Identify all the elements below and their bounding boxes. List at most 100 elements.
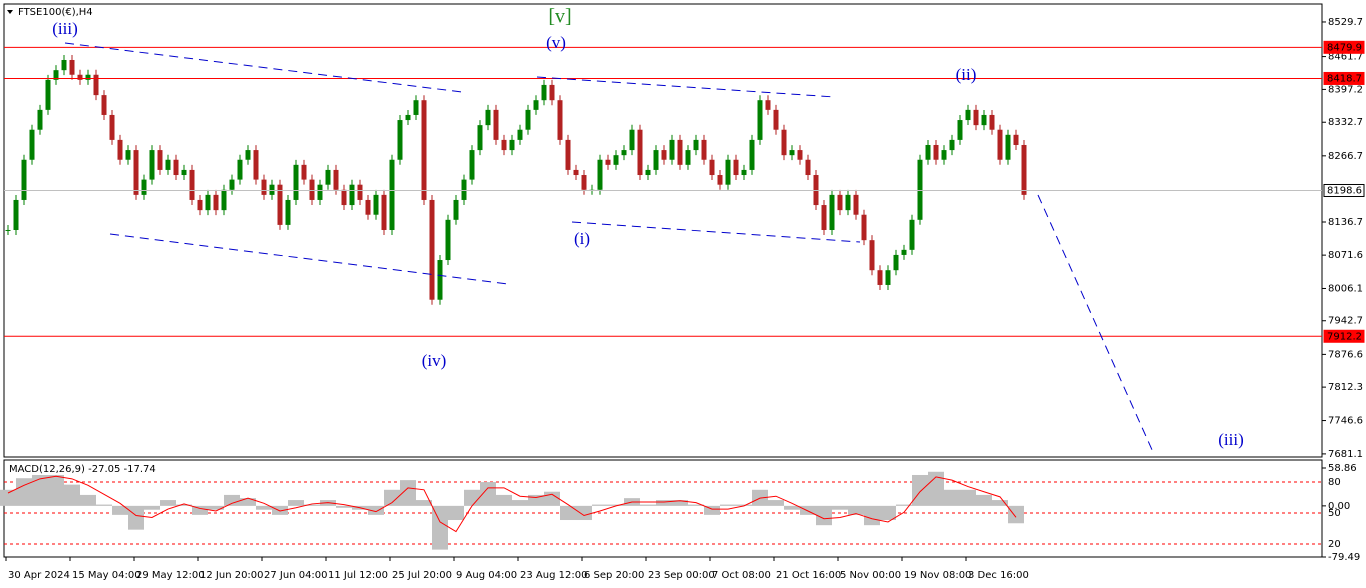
candle: [437, 260, 443, 300]
candle: [669, 139, 675, 160]
y2-tick-label: 80: [1328, 477, 1341, 488]
candle: [493, 109, 499, 140]
macd-bar: [800, 505, 816, 515]
macd-bar: [400, 480, 416, 506]
candle: [469, 150, 475, 180]
macd-bar: [176, 504, 192, 506]
macd-bar: [192, 505, 208, 515]
candle: [893, 254, 899, 271]
candle: [709, 159, 715, 176]
candle: [685, 150, 691, 165]
macd-bar: [896, 504, 912, 506]
candle: [117, 139, 123, 160]
y-tick-label: 8136.7: [1328, 217, 1363, 228]
macd-bar: [976, 494, 992, 506]
candle: [717, 175, 723, 185]
candle: [429, 199, 435, 300]
candle: [277, 184, 283, 225]
candle: [85, 74, 91, 80]
trend-line: [64, 42, 463, 93]
macd-bar: [608, 504, 624, 506]
candle: [373, 194, 379, 215]
level-label: 8479.9: [1327, 42, 1362, 53]
candle: [173, 159, 179, 176]
candle: [533, 100, 539, 110]
macd-bar: [288, 500, 304, 506]
y-tick-label: 7746.6: [1328, 416, 1363, 427]
candle: [677, 139, 683, 165]
candle: [965, 109, 971, 121]
candle: [61, 59, 67, 71]
x-tick-label: 19 Nov 08:00: [904, 570, 971, 581]
candle: [349, 184, 355, 206]
macd-bar: [912, 474, 928, 506]
macd-bar: [416, 500, 432, 506]
trend-line: [1037, 194, 1154, 453]
macd-bar: [240, 498, 256, 506]
candle: [773, 109, 779, 130]
candle: [597, 159, 603, 190]
macd-bar: [560, 505, 576, 521]
candle: [309, 179, 315, 200]
candle: [653, 150, 659, 170]
macd-bar: [576, 505, 592, 521]
candle: [397, 120, 403, 160]
macd-bar: [464, 489, 480, 506]
candle: [293, 164, 299, 200]
macd-bar: [672, 500, 688, 506]
candle: [725, 159, 731, 185]
candle: [109, 114, 115, 140]
candle: [125, 150, 131, 160]
y-tick-label: 8071.6: [1328, 250, 1363, 261]
y2-tick-label: 50: [1328, 508, 1341, 519]
y-tick-label: 58.86: [1328, 463, 1357, 474]
y2-tick-label: 20: [1328, 539, 1341, 550]
candle: [613, 155, 619, 165]
candle: [357, 184, 363, 200]
macd-bar: [384, 489, 400, 506]
x-tick-label: 9 Aug 04:00: [456, 570, 517, 581]
candle: [149, 150, 155, 180]
y-tick-label: 8006.1: [1328, 283, 1363, 294]
macd-bar: [736, 504, 752, 506]
x-tick-label: 27 Jun 04:00: [264, 570, 328, 581]
candle: [453, 199, 459, 220]
candle: [237, 159, 243, 180]
y-tick-label: -79.49: [1328, 552, 1360, 563]
macd-bar: [32, 474, 48, 506]
macd-bar: [336, 505, 352, 508]
wave-label: (i): [574, 229, 590, 248]
candle: [749, 139, 755, 170]
candle: [837, 194, 843, 211]
macd-bar: [160, 500, 176, 506]
macd-bar: [1008, 505, 1024, 524]
y-tick-label: 7681.1: [1328, 449, 1363, 460]
y-tick-label: 8332.7: [1328, 117, 1363, 128]
chart-title: FTSE100(€),H4: [18, 7, 93, 18]
candle: [101, 95, 107, 115]
macd-bar: [768, 500, 784, 506]
wave-label: (iv): [422, 351, 447, 370]
x-tick-label: 15 May 04:00: [72, 570, 141, 581]
macd-bar: [944, 489, 960, 506]
candle: [853, 194, 859, 215]
x-tick-label: 7 Oct 08:00: [712, 570, 771, 581]
candle: [997, 129, 1003, 160]
candle: [989, 114, 995, 130]
macd-bar: [720, 504, 736, 506]
price-frame: [3, 3, 1323, 458]
candle: [525, 109, 531, 130]
y-tick-label: 7876.6: [1328, 349, 1363, 360]
candle: [557, 100, 563, 140]
candle: [885, 270, 891, 285]
candle: [405, 114, 411, 121]
macd-bar: [16, 478, 32, 506]
candle: [701, 139, 707, 160]
level-label: 8198.6: [1327, 185, 1362, 196]
y-tick-label: 8461.7: [1328, 52, 1363, 63]
x-tick-label: 21 Oct 16:00: [776, 570, 841, 581]
macd-bar: [144, 505, 160, 510]
candle: [141, 179, 147, 195]
x-tick-label: 29 May 12:00: [136, 570, 205, 581]
macd-bar: [112, 505, 128, 515]
